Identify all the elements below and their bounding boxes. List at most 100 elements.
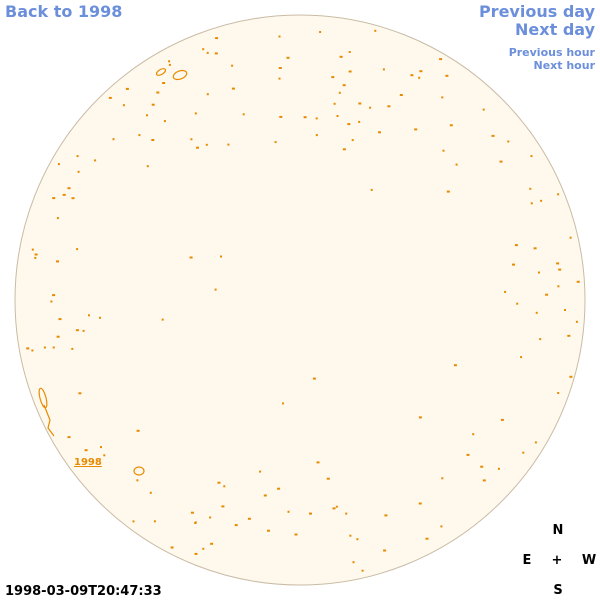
feature-dot <box>333 102 336 105</box>
feature-dot <box>138 134 141 137</box>
feature-dot <box>88 314 90 317</box>
feature-dot <box>445 74 449 77</box>
next-day-link[interactable]: Next day <box>515 20 596 39</box>
region-label[interactable]: 1998 <box>74 457 102 468</box>
contour <box>133 466 145 476</box>
feature-dot <box>99 316 101 319</box>
feature-dot <box>534 441 537 444</box>
feature-dot <box>146 165 149 168</box>
feature-dot <box>303 116 307 119</box>
feature-dot <box>223 485 226 488</box>
feature-dot <box>514 244 518 247</box>
feature-dot <box>277 487 281 490</box>
feature-dot <box>77 170 80 173</box>
feature-dot <box>315 134 318 137</box>
feature-dot <box>75 329 79 332</box>
feature-dot <box>499 160 503 163</box>
feature-dot <box>287 510 290 513</box>
feature-dot <box>43 346 46 349</box>
previous-hour-link[interactable]: Previous hour <box>509 46 596 59</box>
feature-dot <box>263 494 267 497</box>
feature-dot <box>67 187 71 190</box>
feature-dot <box>274 141 277 144</box>
feature-dot <box>282 402 284 405</box>
feature-dot <box>220 255 222 258</box>
feature-dot <box>206 51 209 54</box>
feature-dot <box>336 115 339 117</box>
feature-dot <box>151 139 155 141</box>
contour <box>43 404 55 437</box>
feature-dot <box>564 309 566 311</box>
feature-dot <box>34 253 38 256</box>
feature-dot <box>162 82 166 84</box>
feature-dot <box>399 94 403 96</box>
feature-dot <box>194 112 197 115</box>
feature-dot <box>410 74 414 77</box>
feature-dot <box>575 320 578 323</box>
feature-dot <box>26 347 30 350</box>
feature-dot <box>56 335 60 338</box>
feature-dot <box>414 128 418 131</box>
feature-dot <box>557 392 560 394</box>
feature-dot <box>466 453 470 456</box>
feature-dot <box>352 561 355 564</box>
feature-dot <box>384 514 388 517</box>
previous-day-link[interactable]: Previous day <box>479 2 596 21</box>
feature-dot <box>358 102 362 105</box>
feature-dot <box>529 187 532 190</box>
feature-dot <box>170 546 174 549</box>
feature-dot <box>168 60 171 63</box>
feature-dot <box>535 311 538 314</box>
feature-dot <box>279 115 283 118</box>
feature-dot <box>419 70 423 73</box>
feature-dot <box>231 64 234 67</box>
feature-dot <box>342 84 346 87</box>
feature-dot <box>439 58 443 61</box>
feature-dot <box>294 533 298 536</box>
feature-dot <box>522 451 525 454</box>
feature-dot <box>194 552 198 555</box>
feature-dot <box>382 68 385 71</box>
compass-east: E <box>523 553 532 568</box>
feature-dot <box>378 131 381 134</box>
feature-dot <box>569 236 572 239</box>
back-link[interactable]: Back to 1998 <box>5 2 122 21</box>
feature-dot <box>71 197 75 200</box>
feature-dot <box>418 502 422 505</box>
feature-dot <box>52 346 55 349</box>
feature-dot <box>345 512 348 515</box>
feature-dot <box>533 247 537 250</box>
feature-dot <box>227 143 230 146</box>
compass-south: S <box>553 583 562 598</box>
feature-dot <box>455 163 458 166</box>
feature-dot <box>84 449 88 452</box>
next-hour-link[interactable]: Next hour <box>534 59 596 72</box>
feature-dot <box>339 55 343 58</box>
feature-dot <box>247 517 251 520</box>
contour <box>155 68 167 76</box>
compass-center: + <box>552 553 563 568</box>
feature-dot <box>348 70 352 73</box>
feature-dot <box>480 465 484 468</box>
feature-dot <box>418 76 421 79</box>
feature-dot <box>567 334 571 337</box>
feature-dot <box>122 104 125 107</box>
feature-dot <box>78 392 82 395</box>
feature-dot <box>556 262 560 265</box>
feature-dot <box>221 505 225 508</box>
compass-west: W <box>582 553 596 568</box>
contour <box>172 69 188 81</box>
feature-dot <box>94 159 97 162</box>
feature-dot <box>335 505 338 508</box>
feature-dot <box>136 429 140 432</box>
feature-dot <box>425 537 429 540</box>
feature-dot <box>520 356 523 359</box>
feature-dot <box>209 516 212 519</box>
feature-dot <box>242 113 245 116</box>
feature-dot <box>31 248 34 251</box>
feature-dot <box>342 148 346 151</box>
features <box>26 29 580 572</box>
feature-dot <box>516 302 519 305</box>
feature-dot <box>58 318 62 321</box>
feature-dot <box>370 188 373 191</box>
